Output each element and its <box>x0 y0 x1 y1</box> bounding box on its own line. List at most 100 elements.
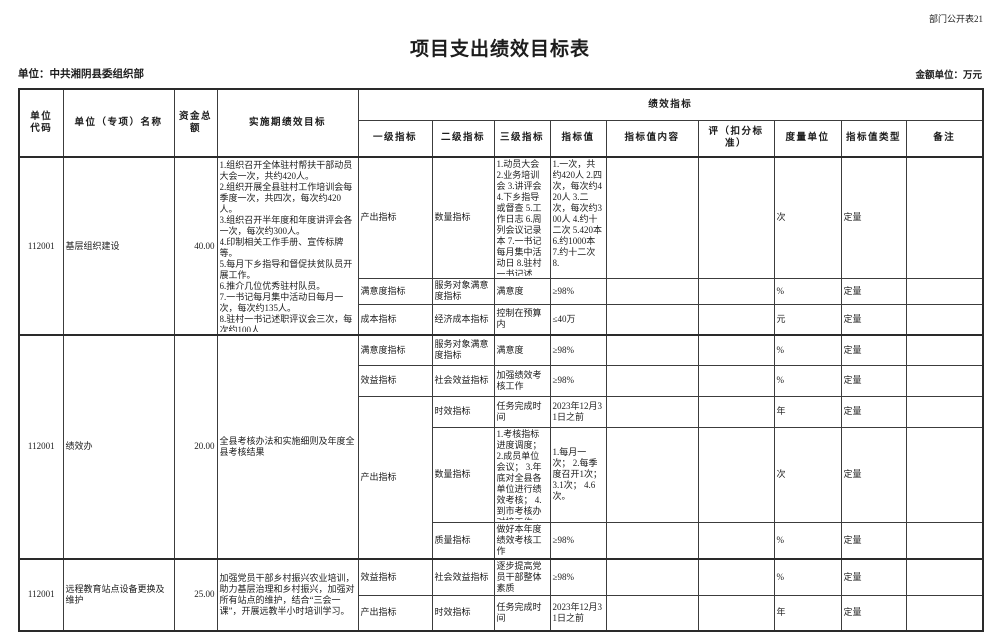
cell-value-type: 定量 <box>840 594 907 632</box>
cell-value-type: 定量 <box>840 303 907 336</box>
header-value-content: 指标值内容 <box>605 119 699 158</box>
cell-level2: 经济成本指标 <box>431 303 495 336</box>
cell-note <box>905 594 984 632</box>
cell-unit-name: 基层组织建设 <box>62 156 175 336</box>
cell-value-content <box>605 594 699 632</box>
cell-value: 2023年12月31日之前 <box>549 594 607 632</box>
cell-level3: 1.动员大会 2.业务培训会 3.讲评会 4.下乡指导或督查 5.工作日志 6.… <box>493 156 551 279</box>
cell-level2: 数量指标 <box>431 426 495 523</box>
cell-value-content <box>605 521 699 559</box>
cell-period-goal: 全县考核办法和实施细则及年度全县考核结果 <box>216 334 359 559</box>
cell-value-type: 定量 <box>840 277 907 305</box>
cell-level3: 满意度 <box>493 277 551 305</box>
header-note: 备注 <box>905 119 984 158</box>
cell-note <box>905 334 984 366</box>
cell-measure-unit: % <box>773 277 842 305</box>
cell-level3: 任务完成时间 <box>493 594 551 632</box>
header-level1: 一级指标 <box>357 119 433 158</box>
cell-level1: 效益指标 <box>357 557 433 596</box>
cell-value-content <box>605 334 699 366</box>
page-title: 项目支出绩效目标表 <box>409 39 590 60</box>
cell-level2: 社会效益指标 <box>431 557 495 596</box>
cell-value: 1.每月一次； 2.每季度召开1次； 3.1次； 4.6次。 <box>549 426 607 523</box>
cell-score-rule <box>697 521 775 559</box>
cell-value-content <box>605 426 699 523</box>
cell-unit-name: 远程教育站点设备更换及维护 <box>62 557 175 632</box>
cell-value-content <box>605 277 699 305</box>
cell-value: ≥98% <box>549 334 607 366</box>
cell-measure-unit: 年 <box>773 594 842 632</box>
header-level3: 三级指标 <box>493 119 551 158</box>
performance-target-table: 单位代码 单位（专项）名称 资金总额 实施期绩效目标 绩效指标 一级指标 二级指… <box>18 88 985 632</box>
cell-value: ≥98% <box>549 521 607 559</box>
cell-level2: 时效指标 <box>431 395 495 428</box>
header-total-funds: 资金总额 <box>173 88 218 158</box>
cell-unit-name: 绩效办 <box>62 334 175 559</box>
cell-level2: 社会效益指标 <box>431 364 495 397</box>
cell-score-rule <box>697 334 775 366</box>
cell-value-content <box>605 156 699 279</box>
cell-level2: 服务对象满意度指标 <box>431 334 495 366</box>
cell-level3: 任务完成时间 <box>493 395 551 428</box>
cell-score-rule <box>697 277 775 305</box>
header-score-rule: 评（扣分标准） <box>697 119 775 158</box>
cell-period-goal: 加强党员干部乡村振兴农业培训，助力基层治理和乡村振兴，加强对所有站点的维护，结合… <box>216 557 359 632</box>
cell-level1: 满意度指标 <box>357 277 433 305</box>
cell-value: ≤40万 <box>549 303 607 336</box>
cell-measure-unit: 元 <box>773 303 842 336</box>
cell-level1: 产出指标 <box>357 395 433 559</box>
cell-score-rule <box>697 364 775 397</box>
cell-level1: 产出指标 <box>357 156 433 279</box>
cell-measure-unit: % <box>773 334 842 366</box>
header-unit-name: 单位（专项）名称 <box>62 88 175 158</box>
cell-level3: 满意度 <box>493 334 551 366</box>
cell-value-type: 定量 <box>840 557 907 596</box>
cell-value-type: 定量 <box>840 156 907 279</box>
cell-score-rule <box>697 303 775 336</box>
cell-score-rule <box>697 557 775 596</box>
cell-level1: 效益指标 <box>357 364 433 397</box>
cell-measure-unit: % <box>773 364 842 397</box>
header-level2: 二级指标 <box>431 119 495 158</box>
cell-value: 1.一次，共约420人 2.四次，每次约420人 3.二次，每次约300人 4.… <box>549 156 607 279</box>
cell-level3: 控制在预算内 <box>493 303 551 336</box>
cell-unit-code: 112001 <box>18 557 64 632</box>
cell-measure-unit: % <box>773 521 842 559</box>
cell-value-type: 定量 <box>840 426 907 523</box>
cell-measure-unit: % <box>773 557 842 596</box>
header-value-type: 指标值类型 <box>840 119 907 158</box>
cell-value: ≥98% <box>549 277 607 305</box>
cell-level1: 满意度指标 <box>357 334 433 366</box>
cell-note <box>905 277 984 305</box>
cell-measure-unit: 年 <box>773 395 842 428</box>
cell-level1: 成本指标 <box>357 303 433 336</box>
cell-level2: 时效指标 <box>431 594 495 632</box>
cell-value-content <box>605 364 699 397</box>
cell-note <box>905 521 984 559</box>
cell-value: ≥98% <box>549 557 607 596</box>
cell-level3: 加强绩效考核工作 <box>493 364 551 397</box>
header-measure-unit: 度量单位 <box>773 119 842 158</box>
cell-level2: 质量指标 <box>431 521 495 559</box>
cell-unit-code: 112001 <box>18 334 64 559</box>
cell-value-content <box>605 395 699 428</box>
cell-score-rule <box>697 426 775 523</box>
header-period-goal: 实施期绩效目标 <box>216 88 359 158</box>
cell-total-funds: 25.00 <box>173 557 218 632</box>
unit-name-label: 单位：中共湘阴县委组织部 <box>18 69 144 80</box>
cell-total-funds: 20.00 <box>173 334 218 559</box>
cell-level1: 产出指标 <box>357 594 433 632</box>
cell-value-type: 定量 <box>840 521 907 559</box>
cell-value-type: 定量 <box>840 364 907 397</box>
cell-note <box>905 395 984 428</box>
cell-value-content <box>605 557 699 596</box>
cell-value: ≥98% <box>549 364 607 397</box>
cell-value: 2023年12月31日之前 <box>549 395 607 428</box>
cell-measure-unit: 次 <box>773 426 842 523</box>
header-value: 指标值 <box>549 119 607 158</box>
cell-measure-unit: 次 <box>773 156 842 279</box>
cell-level3: 1.考核指标进度调度； 2.成员单位会议； 3.年底对全县各单位进行绩效考核； … <box>493 426 551 523</box>
cell-level2: 数量指标 <box>431 156 495 279</box>
cell-level3: 逐步提高党员干部整体素质 <box>493 557 551 596</box>
